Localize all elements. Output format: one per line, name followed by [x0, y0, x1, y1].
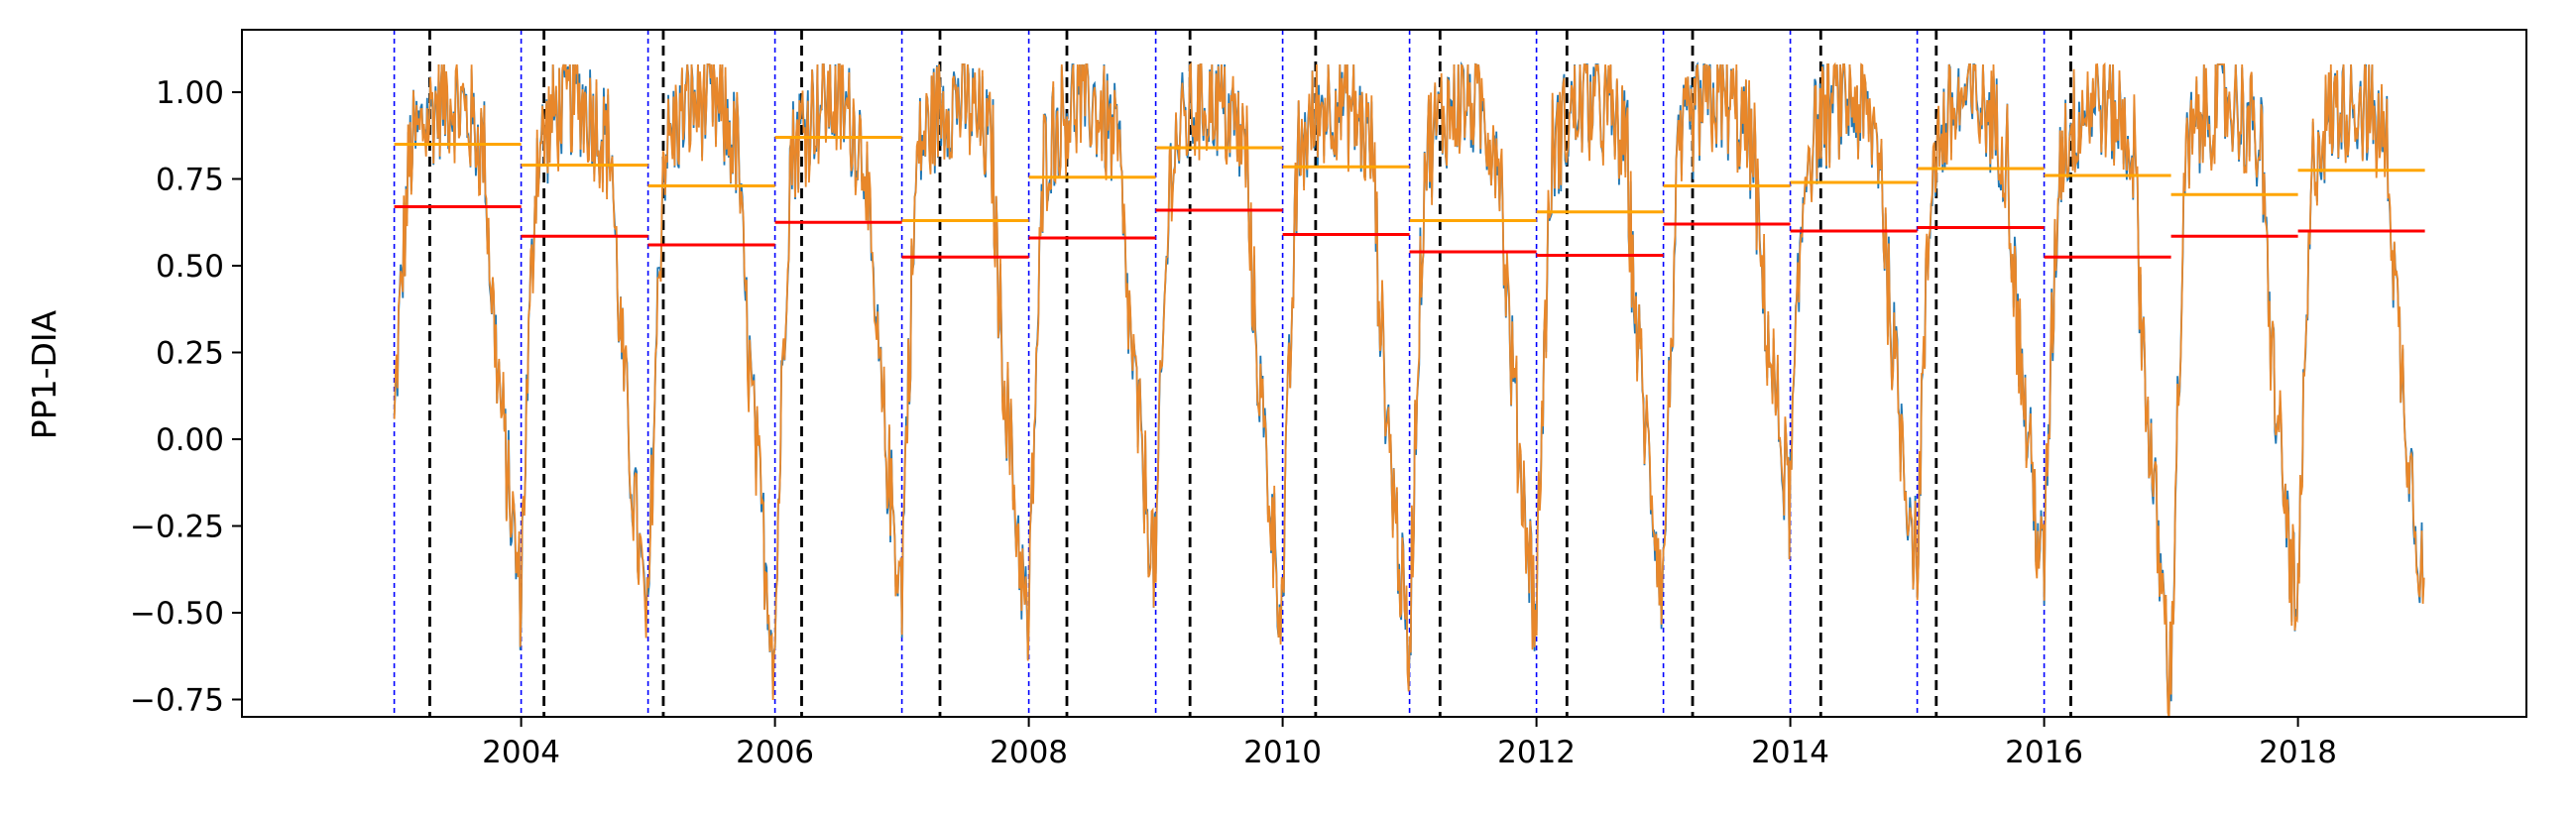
series-line-orange — [393, 61, 2425, 717]
y-tick-label: 0.25 — [156, 336, 224, 372]
x-tick-label: 2016 — [2005, 735, 2083, 770]
x-tick-label: 2012 — [1497, 735, 1576, 770]
y-tick-label: −0.50 — [130, 596, 224, 632]
y-tick-label: −0.75 — [130, 683, 224, 719]
segment-means — [394, 136, 2425, 259]
y-tick-label: 1.00 — [156, 75, 224, 111]
series-layer — [393, 60, 2425, 717]
x-tick-label: 2018 — [2259, 735, 2337, 770]
x-tick-label: 2006 — [736, 735, 814, 770]
x-tick-label: 2014 — [1751, 735, 1829, 770]
y-axis-label: PP1-DIA — [25, 309, 63, 439]
y-tick-label: 0.75 — [156, 163, 224, 198]
y-tick-label: −0.25 — [130, 510, 224, 545]
plot-frame — [241, 29, 2527, 718]
axes: 2004 2006 2008 2010 2012 2014 2016 2018 1.00 0.75… — [130, 29, 2527, 770]
x-tick-label: 2008 — [990, 735, 1068, 770]
x-tick-label: 2010 — [1243, 735, 1322, 770]
y-tick-label: 0.50 — [156, 249, 224, 285]
x-tick-label: 2004 — [482, 735, 560, 770]
y-tick-label: 0.00 — [156, 422, 224, 458]
